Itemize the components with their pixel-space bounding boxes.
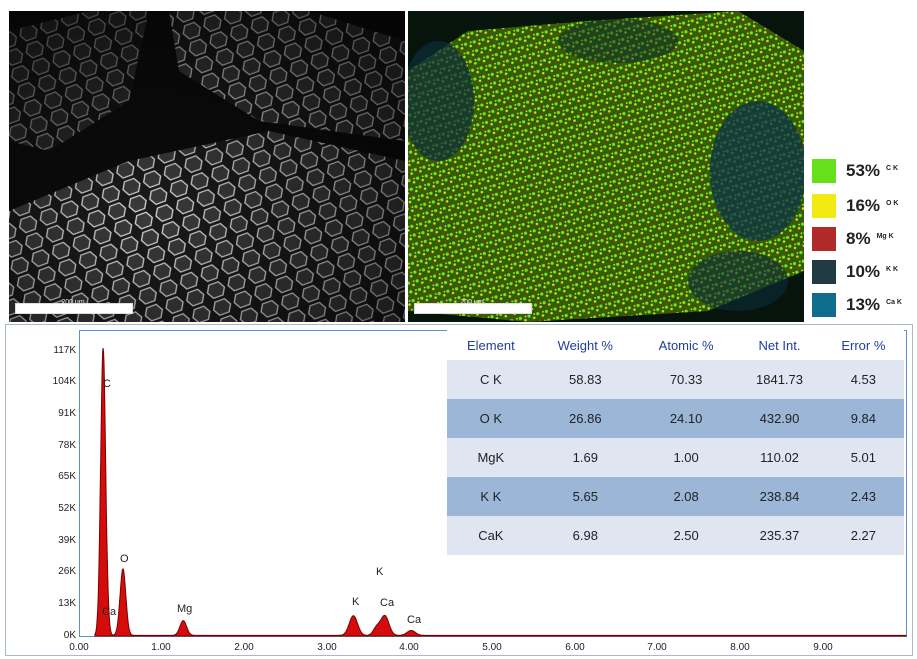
cell-error: 4.53: [822, 360, 904, 399]
table-row: C K 58.83 70.33 1841.73 4.53: [447, 360, 904, 399]
sem-image: 200 um: [9, 11, 405, 322]
eds-map-image: 200 um: [408, 11, 804, 322]
table-row: CaK 6.98 2.50 235.37 2.27: [447, 516, 904, 555]
peak-label-ca-beta: Ca: [407, 614, 422, 626]
peak-label-ca-low: Ca: [102, 606, 117, 618]
y-tick-52k: 52K: [58, 503, 76, 514]
peak-label-ca: Ca: [380, 597, 395, 609]
cell-net-int: 1841.73: [736, 360, 823, 399]
cell-atomic: 1.00: [635, 438, 737, 477]
y-tick-65k: 65K: [58, 471, 76, 482]
x-tick-6: 6.00: [565, 642, 585, 653]
legend-item-k: 10% K K: [812, 259, 898, 285]
table-row: K K 5.65 2.08 238.84 2.43: [447, 477, 904, 516]
x-tick-9: 9.00: [813, 642, 833, 653]
y-tick-39k: 39K: [58, 535, 76, 546]
cell-net-int: 110.02: [736, 438, 823, 477]
cell-error: 5.01: [822, 438, 904, 477]
cell-weight: 58.83: [534, 360, 636, 399]
legend-swatch-mg: [812, 227, 836, 251]
cell-atomic: 24.10: [635, 399, 737, 438]
cell-element: O K: [447, 399, 535, 438]
sem-scale-bar: [15, 303, 133, 314]
cell-element: K K: [447, 477, 535, 516]
eds-scale-bar: [414, 303, 532, 314]
cell-weight: 5.65: [534, 477, 636, 516]
eds-scale-label: 200 um: [414, 299, 530, 306]
legend-percent-o: 16%: [846, 196, 881, 215]
legend-element-c: C K: [886, 164, 899, 172]
table-header-row: Element Weight % Atomic % Net Int. Error…: [447, 330, 904, 360]
cell-weight: 1.69: [534, 438, 636, 477]
cell-element: MgK: [447, 438, 535, 477]
x-tick-2: 2.00: [234, 642, 254, 653]
legend-swatch-ca: [812, 293, 836, 317]
y-tick-26k: 26K: [58, 566, 76, 577]
header-net-int: Net Int.: [736, 330, 823, 360]
table-row: O K 26.86 24.10 432.90 9.84: [447, 399, 904, 438]
legend-swatch-o: [812, 194, 836, 218]
x-tick-1: 1.00: [151, 642, 171, 653]
header-error: Error %: [822, 330, 904, 360]
x-tick-7: 7.00: [647, 642, 667, 653]
x-tick-0: 0.00: [69, 642, 89, 653]
cell-element: CaK: [447, 516, 535, 555]
peak-label-mg: Mg: [177, 603, 193, 615]
legend-percent-mg: 8%: [846, 229, 871, 248]
y-tick-117k: 117K: [53, 345, 76, 356]
legend-item-c: 53% C K: [812, 158, 898, 184]
legend-item-o: 16% O K: [812, 193, 898, 219]
legend-item-ca: 13% Ca K: [812, 292, 902, 318]
cell-atomic: 2.50: [635, 516, 737, 555]
legend-element-k: K K: [886, 265, 899, 273]
cell-net-int: 235.37: [736, 516, 823, 555]
sem-scale-label: 200 um: [15, 299, 131, 306]
header-atomic: Atomic %: [635, 330, 737, 360]
spectrum-curve: [94, 347, 907, 637]
cell-weight: 6.98: [534, 516, 636, 555]
header-weight: Weight %: [534, 330, 636, 360]
eds-map-texture: [408, 11, 804, 322]
table-row: MgK 1.69 1.00 110.02 5.01: [447, 438, 904, 477]
y-tick-91k: 91K: [58, 408, 76, 419]
cell-error: 9.84: [822, 399, 904, 438]
cell-atomic: 70.33: [635, 360, 737, 399]
cell-net-int: 238.84: [736, 477, 823, 516]
x-tick-5: 5.00: [482, 642, 502, 653]
peak-label-o: O: [120, 553, 129, 565]
cell-error: 2.27: [822, 516, 904, 555]
peak-label-k-beta: K: [376, 566, 384, 578]
legend-element-ca: Ca K: [886, 298, 902, 306]
peak-label-k: K: [352, 596, 360, 608]
legend-swatch-k: [812, 260, 836, 284]
y-tick-104k: 104K: [52, 376, 76, 387]
y-tick-13k: 13K: [58, 598, 76, 609]
x-tick-3: 3.00: [317, 642, 337, 653]
x-tick-8: 8.00: [730, 642, 750, 653]
x-tick-4: 4.00: [399, 642, 419, 653]
header-element: Element: [447, 330, 535, 360]
legend-percent-k: 10%: [846, 262, 881, 281]
legend-item-mg: 8% Mg K: [812, 226, 894, 252]
y-tick-78k: 78K: [58, 440, 76, 451]
legend-percent-c: 53%: [846, 161, 881, 180]
legend-percent-ca: 13%: [846, 295, 881, 314]
cell-net-int: 432.90: [736, 399, 823, 438]
y-tick-0: 0K: [63, 630, 76, 641]
legend-element-mg: Mg K: [876, 232, 894, 240]
sem-texture: [9, 11, 405, 322]
cell-atomic: 2.08: [635, 477, 737, 516]
quantification-table: Element Weight % Atomic % Net Int. Error…: [447, 330, 904, 555]
legend-swatch-c: [812, 159, 836, 183]
peak-label-c: C: [103, 378, 111, 390]
cell-error: 2.43: [822, 477, 904, 516]
cell-element: C K: [447, 360, 535, 399]
legend-element-o: O K: [886, 199, 899, 207]
cell-weight: 26.86: [534, 399, 636, 438]
